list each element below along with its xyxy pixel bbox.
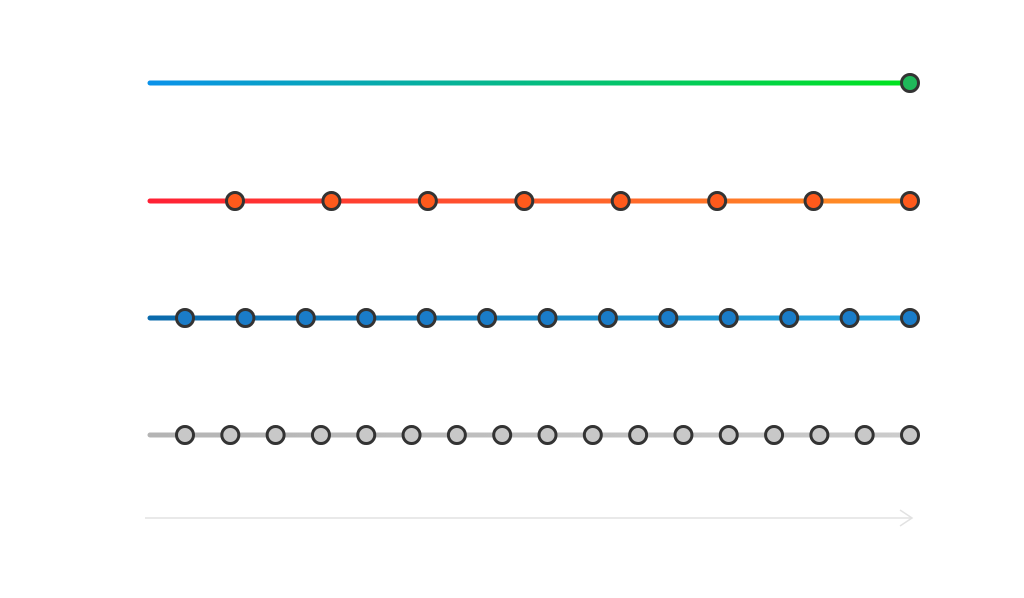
track-dot (658, 308, 679, 328)
track-dot (310, 425, 331, 445)
track-dot (417, 191, 438, 211)
track-dot (628, 425, 649, 445)
arrow-head (899, 509, 914, 527)
track-dot (175, 308, 195, 328)
track-dot (582, 425, 603, 445)
track-dot (809, 425, 830, 445)
track-dot (718, 425, 739, 445)
track-dot (416, 308, 437, 328)
track-dot (854, 425, 875, 445)
track-dot (356, 425, 377, 445)
track-dot (492, 425, 513, 445)
track-dot (225, 191, 245, 211)
track-dot (803, 191, 824, 211)
track-dot (900, 425, 920, 445)
track-dot (900, 191, 920, 211)
track-dot (779, 308, 800, 328)
track-dot (321, 191, 342, 211)
track-dot (537, 425, 558, 445)
track-dot (175, 425, 195, 445)
track-dot (295, 308, 316, 328)
track-dot (446, 425, 467, 445)
track-dot (673, 425, 694, 445)
track-dot (900, 73, 920, 93)
track-dot (764, 425, 785, 445)
track-dot (610, 191, 631, 211)
track-dot (718, 308, 739, 328)
track-dot (235, 308, 256, 328)
track-dot (537, 308, 558, 328)
track-dot (597, 308, 618, 328)
track-dot (477, 308, 498, 328)
track-dot (356, 308, 377, 328)
track-dot (220, 425, 241, 445)
track-dot (265, 425, 286, 445)
track-dot (707, 191, 728, 211)
track-dot (401, 425, 422, 445)
track-dot (839, 308, 860, 328)
track-dot (514, 191, 535, 211)
track-dot (900, 308, 920, 328)
